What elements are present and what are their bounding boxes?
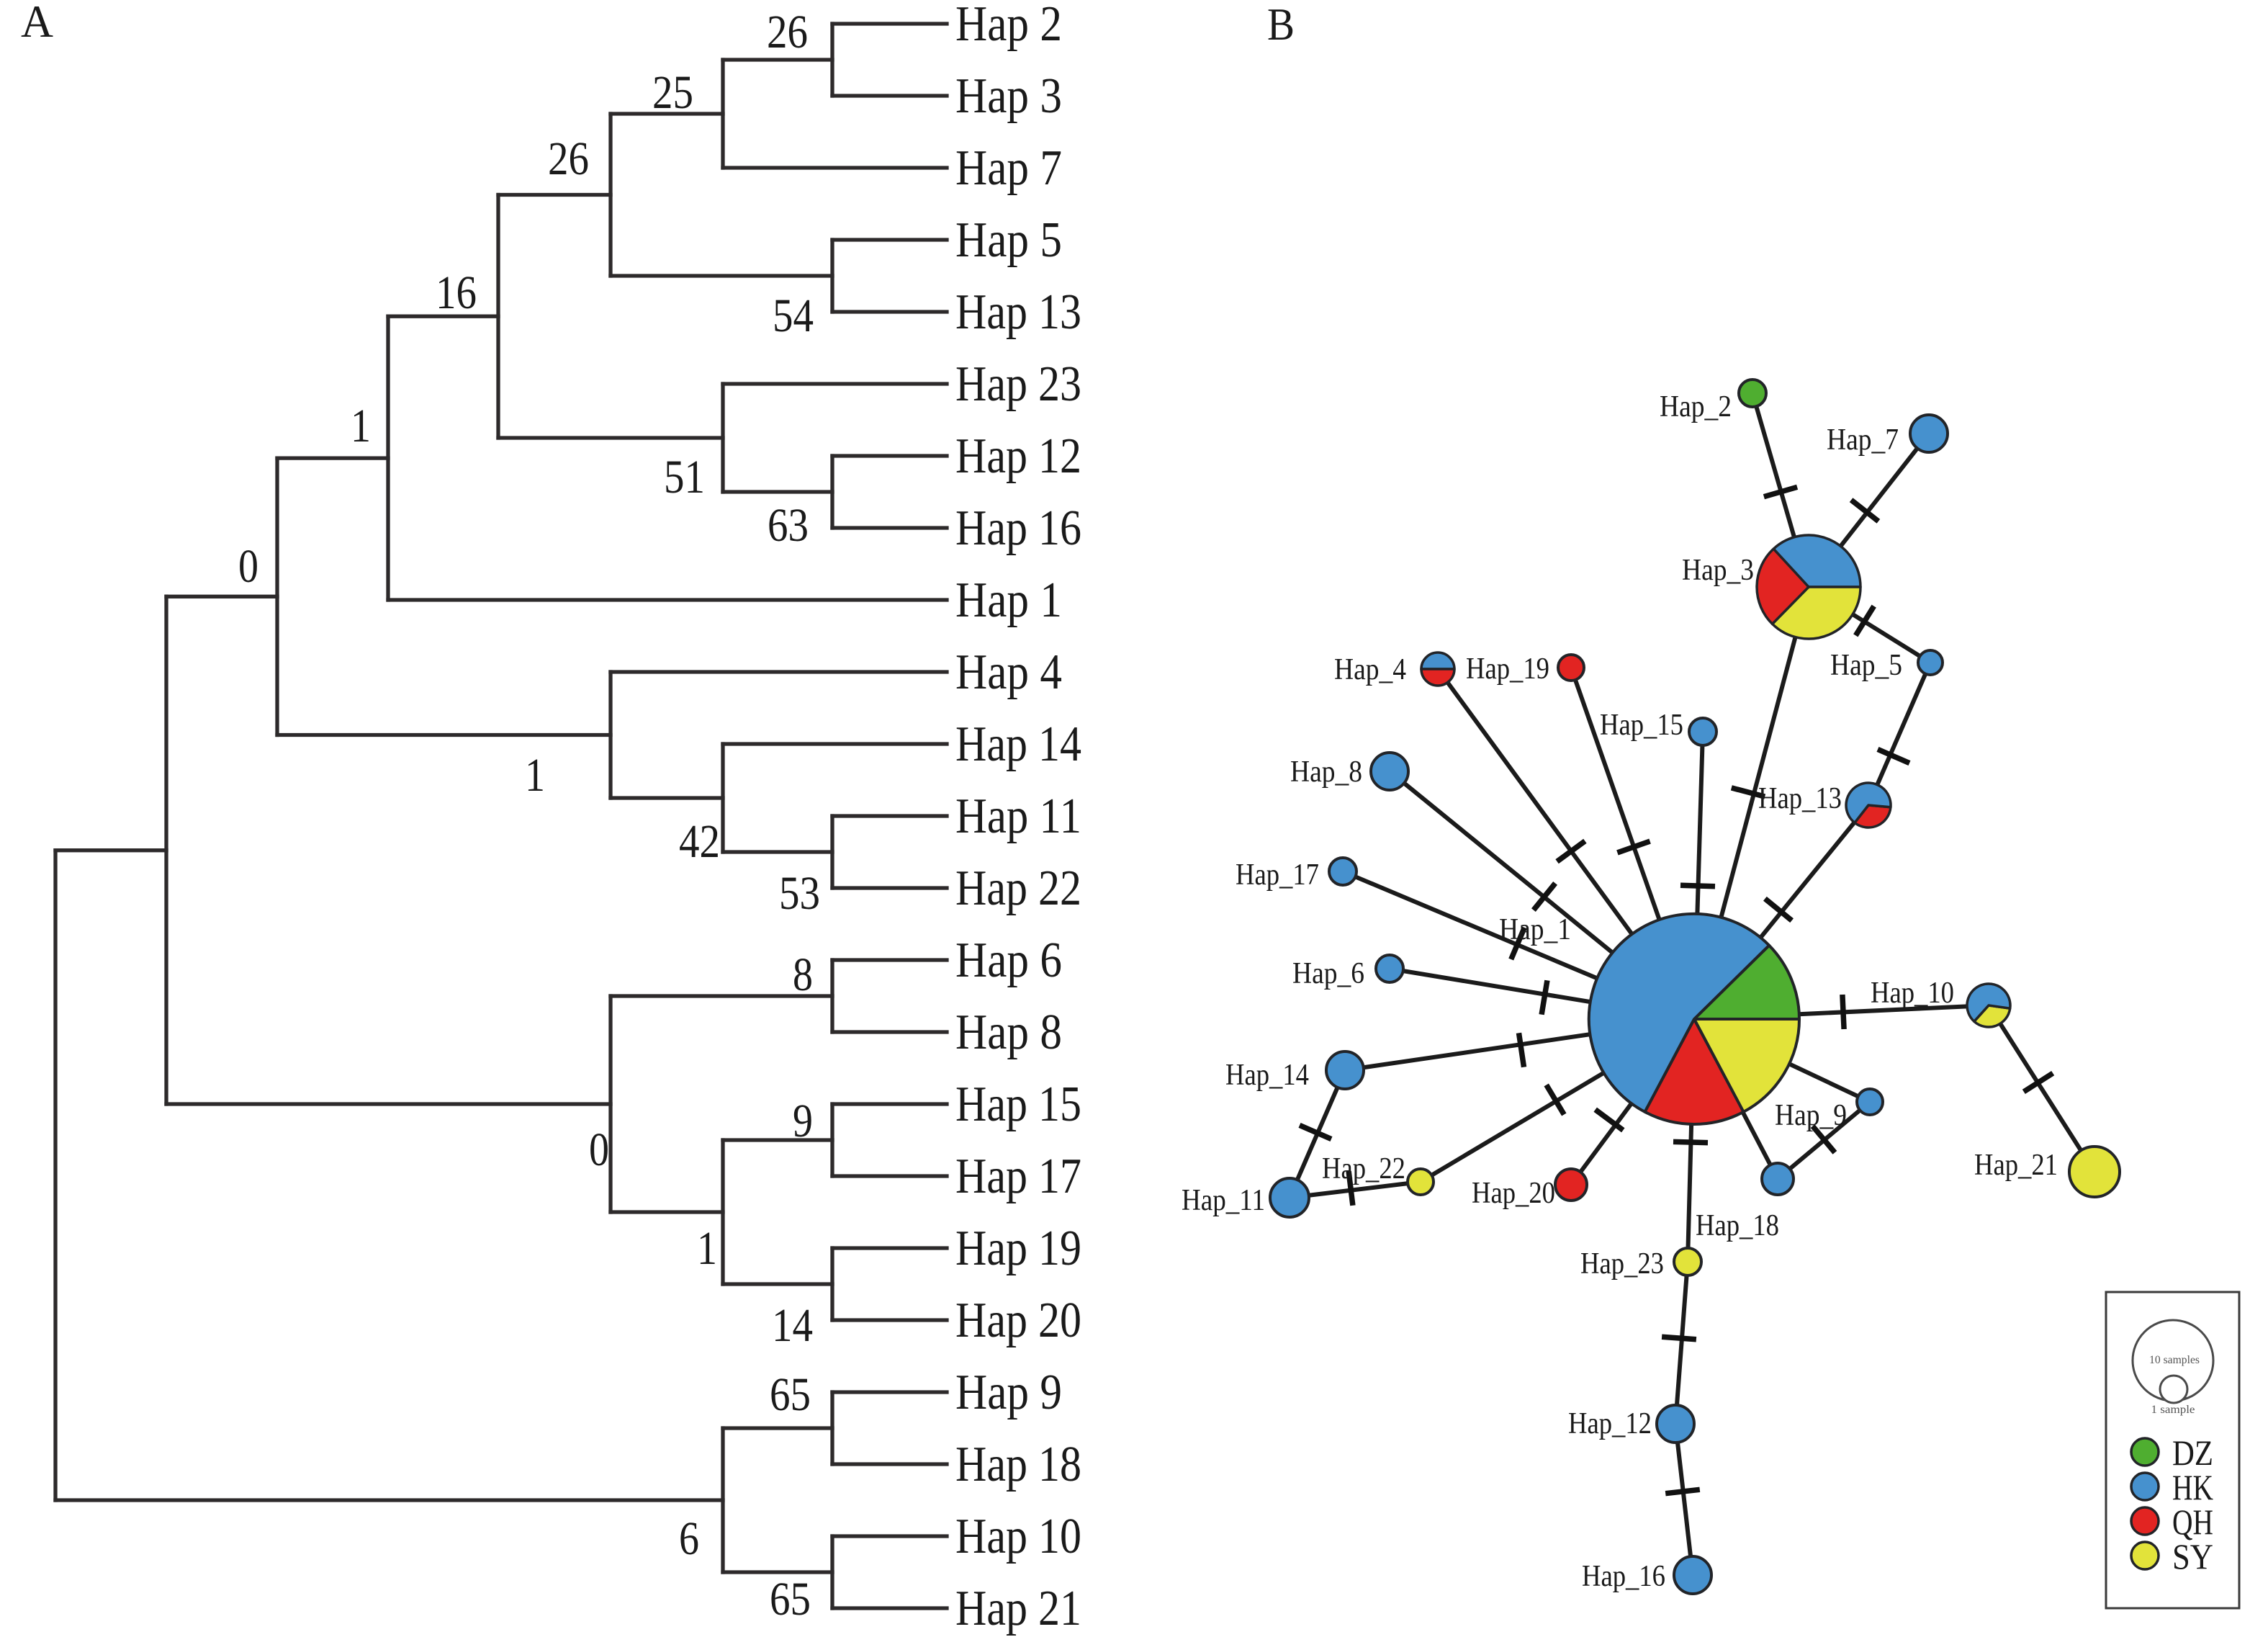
svg-text:51: 51 [664, 451, 705, 503]
svg-text:Hap_13: Hap_13 [1758, 782, 1842, 815]
svg-text:Hap 13: Hap 13 [955, 284, 1081, 340]
svg-text:Hap_6: Hap_6 [1292, 957, 1364, 990]
svg-text:0: 0 [238, 540, 258, 593]
svg-text:Hap 10: Hap 10 [955, 1509, 1081, 1564]
svg-text:Hap 11: Hap 11 [955, 789, 1081, 844]
svg-text:Hap 8: Hap 8 [955, 1005, 1062, 1060]
svg-text:0: 0 [589, 1124, 609, 1176]
svg-text:Hap_18: Hap_18 [1696, 1209, 1779, 1242]
svg-text:8: 8 [793, 948, 813, 1001]
svg-text:Hap_8: Hap_8 [1290, 755, 1362, 789]
svg-text:Hap 14: Hap 14 [955, 717, 1081, 772]
svg-text:SY: SY [2172, 1536, 2213, 1577]
svg-text:B: B [1267, 0, 1295, 50]
svg-text:Hap_12: Hap_12 [1568, 1407, 1652, 1440]
svg-text:Hap_22: Hap_22 [1322, 1152, 1405, 1185]
svg-text:1: 1 [351, 400, 371, 452]
svg-text:Hap 12: Hap 12 [955, 429, 1081, 484]
svg-text:Hap 18: Hap 18 [955, 1437, 1081, 1492]
svg-text:Hap_4: Hap_4 [1334, 653, 1406, 686]
svg-text:Hap 23: Hap 23 [955, 356, 1081, 412]
svg-text:54: 54 [773, 290, 814, 342]
svg-text:Hap_16: Hap_16 [1582, 1560, 1665, 1593]
svg-text:Hap 15: Hap 15 [955, 1077, 1081, 1132]
svg-text:Hap 1: Hap 1 [955, 573, 1062, 628]
svg-text:6: 6 [679, 1512, 699, 1565]
svg-text:1: 1 [525, 749, 545, 802]
svg-text:Hap_15: Hap_15 [1600, 709, 1683, 742]
svg-text:26: 26 [548, 133, 589, 185]
svg-text:1: 1 [697, 1222, 717, 1275]
svg-text:Hap_9: Hap_9 [1775, 1099, 1847, 1132]
svg-text:25: 25 [652, 66, 693, 119]
svg-text:Hap 19: Hap 19 [955, 1221, 1081, 1276]
svg-text:HK: HK [2172, 1467, 2213, 1507]
svg-text:Hap_20: Hap_20 [1472, 1177, 1555, 1210]
svg-text:Hap_5: Hap_5 [1830, 649, 1902, 682]
svg-text:16: 16 [436, 266, 477, 319]
svg-text:Hap_17: Hap_17 [1236, 858, 1319, 892]
svg-text:Hap 7: Hap 7 [955, 140, 1062, 196]
svg-text:14: 14 [772, 1299, 813, 1352]
svg-text:53: 53 [779, 867, 820, 920]
svg-text:10 samples: 10 samples [2149, 1354, 2200, 1366]
svg-text:Hap_14: Hap_14 [1225, 1059, 1309, 1092]
svg-text:Hap 20: Hap 20 [955, 1293, 1081, 1348]
svg-text:Hap_2: Hap_2 [1660, 390, 1732, 423]
svg-text:Hap_1: Hap_1 [1499, 913, 1571, 946]
svg-text:Hap 4: Hap 4 [955, 645, 1062, 700]
svg-text:Hap_3: Hap_3 [1682, 554, 1754, 587]
svg-text:Hap 5: Hap 5 [955, 212, 1062, 268]
svg-text:63: 63 [768, 499, 809, 552]
svg-text:Hap 9: Hap 9 [955, 1365, 1062, 1420]
svg-text:9: 9 [793, 1095, 813, 1147]
svg-text:Hap 16: Hap 16 [955, 501, 1081, 556]
svg-text:1 sample: 1 sample [2151, 1404, 2195, 1416]
svg-text:Hap_11: Hap_11 [1182, 1184, 1265, 1217]
svg-text:65: 65 [770, 1368, 811, 1421]
svg-text:Hap_10: Hap_10 [1871, 977, 1954, 1010]
svg-text:Hap_21: Hap_21 [1974, 1149, 2058, 1182]
svg-text:Hap_7: Hap_7 [1827, 423, 1899, 457]
svg-text:QH: QH [2172, 1502, 2213, 1542]
svg-text:Hap_19: Hap_19 [1466, 652, 1549, 686]
svg-text:Hap 17: Hap 17 [955, 1149, 1081, 1204]
svg-text:Hap_23: Hap_23 [1580, 1247, 1664, 1281]
svg-text:42: 42 [679, 815, 720, 868]
svg-text:Hap 22: Hap 22 [955, 861, 1081, 916]
svg-text:65: 65 [770, 1573, 811, 1625]
svg-text:Hap 3: Hap 3 [955, 68, 1062, 124]
svg-text:Hap 21: Hap 21 [955, 1581, 1081, 1636]
svg-text:A: A [21, 0, 53, 47]
svg-text:Hap 2: Hap 2 [955, 0, 1062, 52]
svg-text:DZ: DZ [2172, 1432, 2213, 1473]
svg-text:26: 26 [767, 6, 808, 58]
svg-text:Hap 6: Hap 6 [955, 933, 1062, 988]
